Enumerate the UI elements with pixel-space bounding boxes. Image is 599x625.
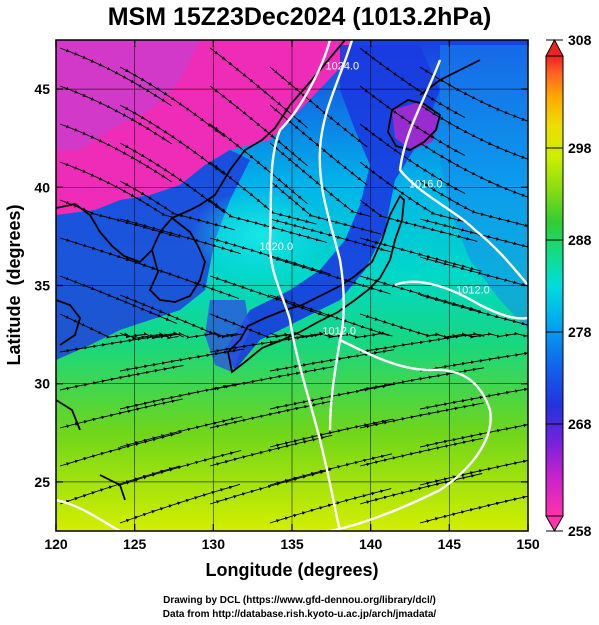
colorbar: 308 298 288 278 268 258 [545, 32, 592, 539]
x-tick-label: 150 [516, 536, 540, 552]
temperature-map [56, 40, 528, 531]
x-tick-label: 145 [438, 536, 462, 552]
isobar-label: 1016.0 [409, 178, 443, 190]
colorbar-top-arrow [545, 38, 564, 57]
isobar-lines [56, 40, 528, 531]
isobar-label: 1012.0 [456, 284, 490, 296]
y-tick-label: 40 [34, 179, 50, 195]
y-tick-label: 25 [34, 474, 50, 490]
streamline [59, 331, 184, 353]
streamline [209, 331, 335, 353]
x-axis-title: Longitude (degrees) [205, 560, 378, 580]
y-axis-title: Latitude (degrees) [4, 204, 24, 365]
streamline [269, 488, 392, 524]
wind-streamlines [59, 47, 528, 524]
y-tick-label: 35 [34, 278, 50, 294]
streamline [59, 465, 181, 505]
streamline [359, 331, 485, 353]
axis-ticks: 120 125 130 135 140 145 150 25 30 35 40 45 [34, 40, 540, 552]
streamline [419, 350, 528, 372]
streamline [119, 483, 241, 524]
colorbar-bottom-arrow [545, 515, 564, 533]
streamline [59, 365, 184, 391]
colorbar-tick-label: 278 [568, 324, 592, 340]
streamline [419, 256, 528, 289]
colorbar-body [545, 55, 564, 517]
x-tick-label: 135 [280, 536, 304, 552]
isobar-label: 1012.0 [322, 326, 356, 338]
streamline [419, 493, 528, 524]
colorbar-tick-label: 288 [568, 232, 592, 248]
x-tick-label: 130 [202, 536, 226, 552]
page-title: MSM 15Z23Dec2024 (1013.2hPa) [107, 3, 492, 31]
colorbar-tick-label: 298 [568, 140, 592, 156]
colorbar-tick-label: 268 [568, 416, 592, 432]
streamline [419, 294, 528, 328]
x-tick-label: 120 [44, 536, 68, 552]
colorbar-tick-label: 308 [568, 32, 592, 48]
isobar-label: 1020.0 [259, 241, 293, 253]
isobar-labels: 1024.0 1020.0 1016.0 1012.0 1012.0 [259, 60, 489, 337]
isobar-label: 1024.0 [326, 60, 360, 72]
credit-drawing: Drawing by DCL (https://www.gfd-dennou.o… [163, 595, 436, 606]
colorbar-tick-label: 258 [568, 523, 592, 539]
credits: Drawing by DCL (https://www.gfd-dennou.o… [0, 594, 599, 622]
sea-of-japan-warm [190, 190, 330, 280]
streamline [59, 431, 182, 467]
y-tick-label: 45 [34, 81, 50, 97]
x-tick-label: 140 [359, 536, 383, 552]
credit-data: Data from http://database.rish.kyoto-u.a… [162, 609, 437, 620]
x-tick-label: 125 [123, 536, 147, 552]
colorbar-ticks: 308 298 288 278 268 258 [546, 32, 592, 539]
streamline [59, 398, 183, 429]
y-tick-label: 30 [34, 376, 50, 392]
